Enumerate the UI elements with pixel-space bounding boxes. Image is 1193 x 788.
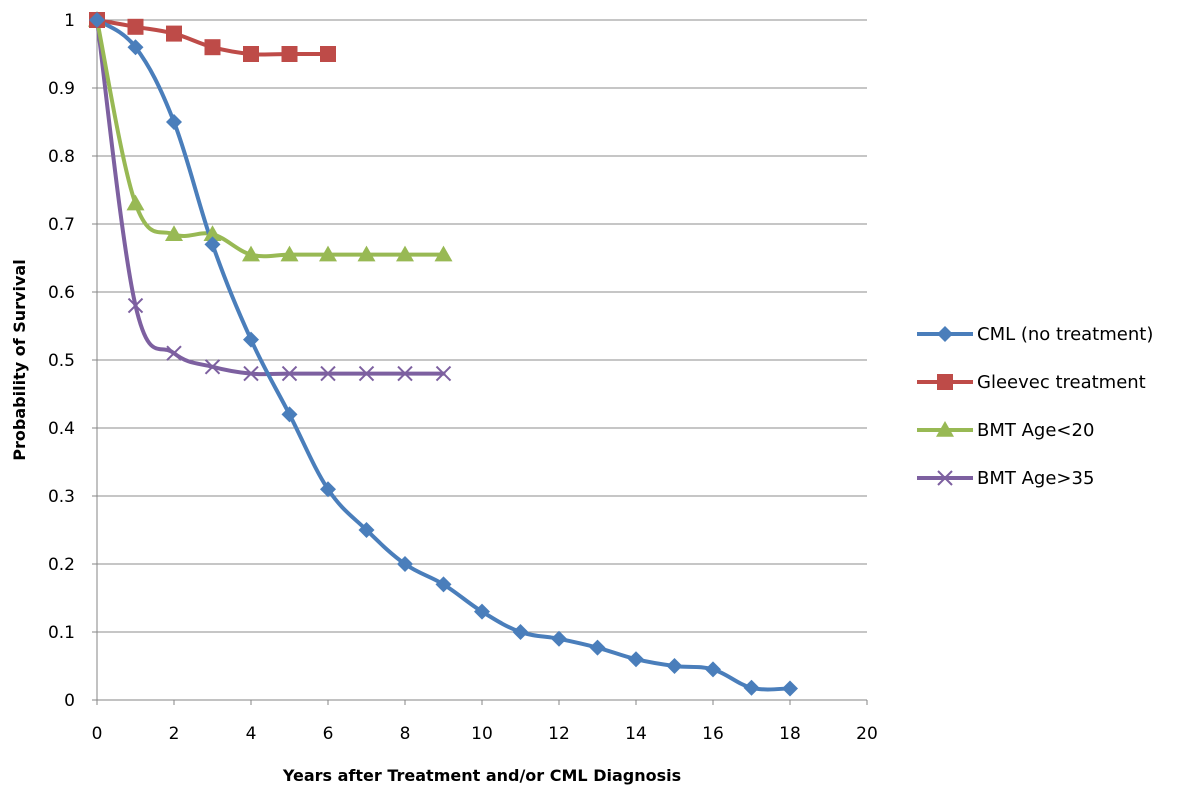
x-axis-title: Years after Treatment and/or CML Diagnos… (282, 766, 681, 785)
x-marker-bmt-age-35 (127, 297, 144, 314)
legend-item-cml-no-treatment: CML (no treatment) (917, 324, 1153, 345)
legend-marker (936, 421, 954, 437)
x-marker-bmt-age-35 (243, 365, 259, 382)
y-tick-label: 0.1 (48, 623, 75, 643)
diamond-marker-cml-no-treatment (705, 661, 721, 678)
legend-item-bmt-age-35: BMT Age>35 (917, 468, 1094, 489)
x-tick-label: 20 (856, 724, 878, 744)
legend-item-bmt-age-20: BMT Age<20 (917, 420, 1094, 441)
diamond-marker-cml-no-treatment (435, 576, 452, 593)
y-tick-label: 0.2 (48, 555, 75, 575)
diamond-marker-cml-no-treatment (474, 603, 490, 620)
diamond-marker-cml-no-treatment (358, 522, 375, 538)
diamond-marker-cml-no-treatment (166, 114, 182, 130)
diamond-marker-cml-no-treatment (743, 679, 760, 696)
triangle-marker-bmt-age-20 (280, 245, 299, 262)
square-marker-gleevec-treatment (166, 25, 182, 42)
square-marker-gleevec-treatment (127, 18, 144, 35)
x-marker-stroke (243, 365, 259, 382)
diamond-marker-cml-no-treatment (589, 639, 606, 656)
diamond-marker-cml-no-treatment (397, 556, 413, 572)
x-marker-stroke (320, 365, 336, 382)
legend-label: BMT Age>35 (977, 468, 1094, 489)
legend-marker (937, 374, 953, 390)
x-marker-bmt-age-35 (204, 359, 221, 375)
x-marker-stroke (166, 345, 182, 361)
triangle-marker-bmt-age-20 (203, 225, 222, 241)
diamond-marker-cml-no-treatment (628, 651, 644, 668)
x-tick-label: 16 (702, 724, 724, 744)
x-marker-bmt-age-35 (281, 365, 298, 382)
square-marker-gleevec-treatment (281, 46, 298, 62)
series-line-bmt-age-35 (95, 18, 446, 377)
x-marker-bmt-age-35 (320, 365, 336, 382)
x-marker-bmt-age-35 (435, 365, 452, 382)
diamond-marker-cml-no-treatment (127, 39, 144, 56)
triangle-marker-bmt-age-20 (126, 194, 145, 211)
x-marker-stroke (397, 365, 413, 382)
x-tick-label: 6 (323, 724, 334, 744)
diamond-marker-cml-no-treatment (204, 236, 221, 253)
y-tick-label: 0.5 (48, 351, 75, 371)
x-tick-label: 14 (625, 724, 647, 744)
y-tick-label: 0 (64, 691, 75, 711)
diamond-marker-cml-no-treatment (512, 624, 529, 640)
diamond-marker-cml-no-treatment (243, 331, 259, 348)
x-tick-label: 0 (92, 724, 103, 744)
triangle-marker-bmt-age-20 (396, 245, 414, 262)
triangle-marker-bmt-age-20 (357, 245, 376, 262)
diamond-marker-cml-no-treatment (666, 658, 683, 674)
gridlines (97, 19, 867, 633)
square-marker-gleevec-treatment (243, 46, 259, 62)
y-tick-label: 0.4 (48, 419, 75, 439)
legend: CML (no treatment) Gleevec treatment BMT A… (917, 324, 1153, 489)
legend-label: CML (no treatment) (977, 324, 1153, 345)
x-marker-stroke (204, 359, 221, 375)
x-marker-stroke (281, 365, 298, 382)
y-tick-label: 0.9 (48, 79, 75, 99)
y-tick-label: 0.3 (48, 487, 75, 507)
diamond-marker-cml-no-treatment (320, 481, 336, 498)
y-tick-label: 0.6 (48, 283, 75, 303)
x-marker-bmt-age-35 (166, 345, 182, 361)
triangle-marker-bmt-age-20 (319, 245, 337, 262)
x-marker-stroke (937, 470, 953, 486)
square-marker-gleevec-treatment (204, 39, 221, 56)
diamond-marker-cml-no-treatment (281, 406, 298, 423)
y-axis-title: Probability of Survival (10, 259, 29, 460)
diamond-marker-cml-no-treatment (782, 680, 798, 697)
y-tick-label: 0.8 (48, 147, 75, 167)
legend-label: BMT Age<20 (977, 420, 1094, 441)
diamond-marker-cml-no-treatment (89, 12, 105, 28)
x-tick-label: 2 (169, 724, 180, 744)
triangle-marker-bmt-age-20 (165, 225, 183, 241)
legend-label: Gleevec treatment (977, 372, 1146, 393)
axes: 00.10.20.30.40.50.60.70.80.910 2 4 6 8 10 12 14… (48, 11, 878, 744)
legend-item-gleevec-treatment: Gleevec treatment (917, 372, 1146, 393)
x-tick-label: 10 (471, 724, 493, 744)
diamond-marker-cml-no-treatment (551, 630, 567, 647)
triangle-marker-bmt-age-20 (242, 245, 260, 262)
x-marker-stroke (435, 365, 452, 382)
x-tick-label: 4 (246, 724, 257, 744)
triangle-marker-bmt-age-20 (434, 245, 453, 262)
x-marker-stroke (358, 365, 375, 382)
square-marker-gleevec-treatment (320, 46, 336, 62)
x-tick-label: 18 (779, 724, 801, 744)
x-tick-label: 12 (548, 724, 570, 744)
x-marker-bmt-age-35 (397, 365, 413, 382)
series-markers (88, 11, 798, 697)
y-tick-label: 0.7 (48, 215, 75, 235)
x-tick-label: 8 (400, 724, 411, 744)
x-marker-stroke (127, 297, 144, 314)
x-marker-bmt-age-35 (358, 365, 375, 382)
legend-marker (937, 326, 953, 342)
legend-marker (937, 470, 953, 486)
y-tick-label: 1 (64, 11, 75, 31)
